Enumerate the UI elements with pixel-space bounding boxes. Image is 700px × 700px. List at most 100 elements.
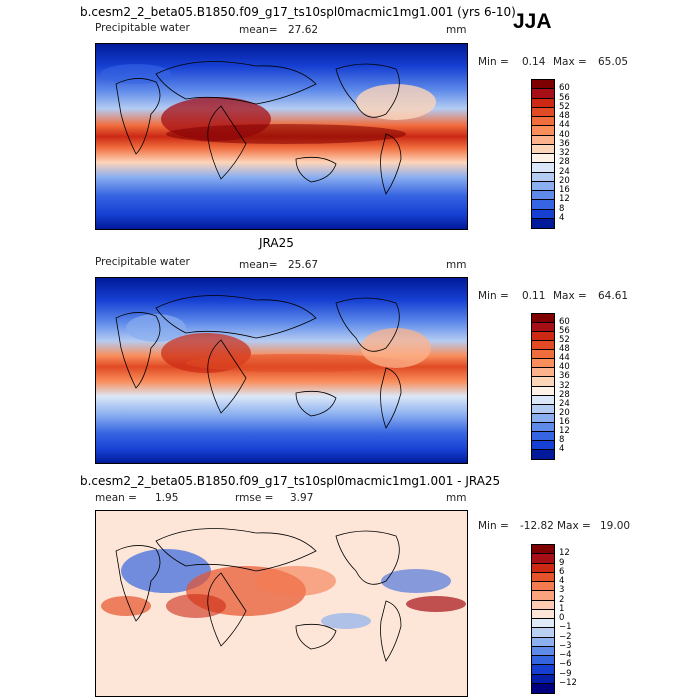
colorbar-tick-label: 44: [559, 120, 570, 131]
colorbar-tick-label: 32: [559, 380, 570, 391]
colorbar-tick-label: 16: [559, 416, 570, 427]
colorbar-swatch: [532, 144, 554, 154]
colorbar-swatch: [532, 314, 554, 324]
coastline-outlines: [115, 295, 402, 429]
panel-3-min-label: Min =: [478, 520, 509, 532]
colorbar-swatch: [532, 377, 554, 387]
colorbar-swatch: [532, 209, 554, 219]
colorbar-tick-label: 28: [559, 389, 570, 400]
colorbar-swatch: [532, 107, 554, 117]
panel-3-map: [95, 510, 468, 697]
colorbar-tick-label: 48: [559, 111, 570, 121]
panel-1-colorbar: [531, 79, 555, 229]
colorbar-tick-label: 56: [559, 92, 570, 103]
colorbar-swatch: [532, 431, 554, 441]
panel-1-title: b.cesm2_2_beta05.B1850.f09_g17_ts10spl0m…: [80, 5, 516, 19]
panel-3-rmse-value: 3.97: [290, 492, 314, 504]
panel-3-rmse-label: rmse =: [235, 492, 274, 504]
panel-1-colorbar-labels: 60 56 52 48 44 40 36 32 28 24 20 16 12 8 4: [559, 79, 599, 227]
colorbar-swatch: [532, 181, 554, 191]
colorbar-swatch: [532, 619, 554, 629]
colorbar-swatch: [532, 628, 554, 638]
colorbar-tick-label: 4: [559, 212, 565, 223]
colorbar-swatch: [532, 200, 554, 210]
colorbar-tick-label: 20: [559, 407, 570, 418]
colorbar-tick-label: −9: [559, 668, 572, 679]
panel-1-map: [95, 43, 468, 230]
colorbar-tick-label: 2: [559, 594, 565, 605]
panel-3-mean-label: mean =: [95, 492, 137, 504]
colorbar-tick-label: −4: [559, 650, 572, 660]
colorbar-swatch: [532, 563, 554, 573]
panel-2-map: [95, 277, 468, 464]
colorbar-swatch: [532, 656, 554, 666]
coastline-outlines: [115, 528, 402, 662]
colorbar-swatch: [532, 646, 554, 656]
colorbar-swatch: [532, 332, 554, 342]
colorbar-swatch: [532, 600, 554, 610]
season-label: JJA: [513, 10, 552, 33]
panel-1-min-value: 0.14: [522, 56, 546, 68]
colorbar-tick-label: 48: [559, 344, 570, 355]
colorbar-swatch: [532, 341, 554, 351]
panel-2-colorbar-labels: 60 56 52 48 44 40 36 32 28 24 20 16 12 8 4: [559, 313, 599, 458]
colorbar-swatch: [532, 395, 554, 405]
colorbar-tick-label: −6: [559, 659, 572, 670]
colorbar-tick-label: 60: [559, 83, 570, 94]
panel-2-variable: Precipitable water: [95, 256, 190, 268]
panel-3-min-value: -12.82: [520, 520, 554, 532]
panel-3-title: b.cesm2_2_beta05.B1850.f09_g17_ts10spl0m…: [80, 474, 501, 488]
colorbar-tick-label: 20: [559, 175, 570, 186]
colorbar-tick-label: 24: [559, 166, 570, 177]
panel-1-max-value: 65.05: [598, 56, 629, 68]
panel-3-units: mm: [446, 492, 467, 504]
colorbar-swatch: [532, 126, 554, 136]
colorbar-tick-label: 9: [559, 557, 565, 568]
colorbar-tick-label: −1: [559, 622, 572, 633]
colorbar-tick-label: 16: [559, 185, 570, 195]
colorbar-swatch: [532, 582, 554, 592]
colorbar-tick-label: 8: [559, 434, 565, 445]
colorbar-tick-label: 0: [559, 613, 565, 623]
colorbar-swatch: [532, 117, 554, 127]
panel-1-mean-value: 27.62: [288, 24, 319, 36]
colorbar-tick-label: 1: [559, 603, 565, 614]
panel-2-colorbar: [531, 313, 555, 460]
colorbar-tick-label: 3: [559, 585, 565, 596]
colorbar-swatch: [532, 350, 554, 360]
colorbar-swatch: [532, 449, 554, 459]
colorbar-swatch: [532, 386, 554, 396]
panel-3-mean-value: 1.95: [155, 492, 179, 504]
colorbar-swatch: [532, 404, 554, 414]
panel-3-colorbar: [531, 544, 555, 694]
panel-1-mean-label: mean=: [239, 24, 278, 36]
colorbar-tick-label: 12: [559, 194, 570, 205]
colorbar-swatch: [532, 218, 554, 228]
colorbar-tick-label: 52: [559, 335, 570, 346]
colorbar-swatch: [532, 413, 554, 423]
colorbar-tick-label: 4: [559, 576, 565, 586]
colorbar-swatch: [532, 422, 554, 432]
panel-2-mean-value: 25.67: [288, 259, 319, 271]
colorbar-swatch: [532, 163, 554, 173]
colorbar-swatch: [532, 440, 554, 450]
colorbar-tick-label: 60: [559, 317, 570, 328]
colorbar-swatch: [532, 89, 554, 99]
colorbar-swatch: [532, 135, 554, 145]
colorbar-swatch: [532, 154, 554, 164]
colorbar-tick-label: 24: [559, 398, 570, 409]
panel-2-max-value: 64.61: [598, 290, 629, 302]
colorbar-tick-label: 4: [559, 443, 565, 454]
panel-2-units: mm: [446, 259, 467, 271]
colorbar-tick-label: 32: [559, 148, 570, 158]
colorbar-tick-label: 52: [559, 101, 570, 112]
colorbar-swatch: [532, 637, 554, 647]
colorbar-tick-label: 56: [559, 326, 570, 337]
colorbar-swatch: [532, 172, 554, 182]
colorbar-swatch: [532, 554, 554, 564]
colorbar-tick-label: 8: [559, 203, 565, 214]
colorbar-swatch: [532, 665, 554, 675]
colorbar-swatch: [532, 191, 554, 201]
colorbar-tick-label: −2: [559, 631, 572, 642]
coastline-outlines: [115, 61, 402, 195]
